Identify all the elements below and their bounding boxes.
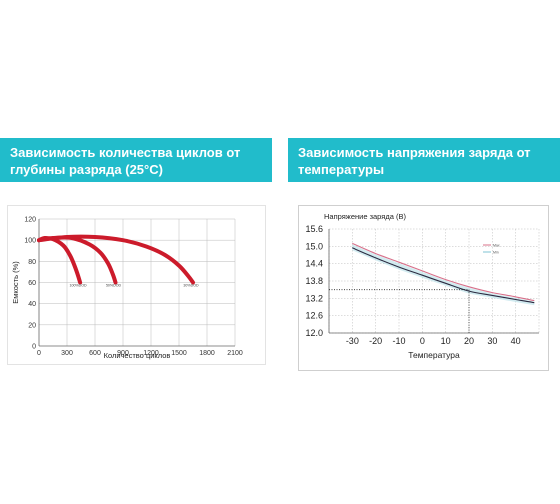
x-tick-label: 0 — [420, 336, 425, 346]
y-tick-label: 13.8 — [305, 276, 323, 286]
x-tick-label: 0 — [37, 350, 41, 357]
cycles-chart-header: Зависимость количества циклов от глубины… — [0, 138, 272, 182]
legend-label-max: Max — [493, 244, 500, 248]
x-tick-label: 1500 — [171, 350, 187, 357]
dod-curve-2 — [37, 234, 195, 285]
y-tick-label: 60 — [28, 280, 36, 287]
voltage-chart-inner-title: Напряжение заряда (В) — [324, 212, 406, 221]
x-tick-label: 2100 — [227, 350, 243, 357]
cycles-chart-panel: 0 300 600 900 1200 1500 1800 2100 0 20 40 60 80 100 12… — [7, 205, 266, 365]
x-tick-label: 600 — [89, 350, 101, 357]
y-tick-label: 0 — [32, 344, 36, 351]
y-tick-label: 14.4 — [305, 259, 323, 269]
y-axis-title: Емкость (%) — [11, 261, 20, 304]
x-tick-label: 900 — [117, 350, 129, 357]
y-tick-label: 20 — [28, 322, 36, 329]
y-tick-label: 40 — [28, 301, 36, 308]
x-tick-label: -20 — [369, 336, 382, 346]
voltage-chart-title: Зависимость напряжения заряда от темпера… — [298, 145, 531, 177]
x-tick-label: 300 — [61, 350, 73, 357]
x-tick-label: 20 — [464, 336, 474, 346]
dod-curve-0 — [37, 235, 83, 285]
x-tick-label: 1200 — [143, 350, 159, 357]
voltage-chart-panel: Напряжение заряда (В) 15.6 15.0 14.4 13.8 13.… — [298, 205, 549, 371]
y-tick-label: 100 — [24, 238, 36, 245]
x-tick-label: -30 — [346, 336, 359, 346]
voltage-chart: Напряжение заряда (В)15.6 15.0 14.4 13.8 13.… — [305, 212, 540, 360]
dod-curve-label: 50%DOD — [106, 284, 122, 288]
x-tick-label: 30 — [487, 336, 497, 346]
x-tick-label: 10 — [441, 336, 451, 346]
voltage-tolerance-band — [352, 244, 535, 306]
dod-curve-label: 30%DOD — [183, 284, 199, 288]
x-tick-label: 40 — [511, 336, 521, 346]
voltage-max-line — [352, 242, 535, 302]
cycles-chart: 0 300 600 900 1200 1500 1800 2100 0 20 40 60 80 100 12… — [11, 217, 243, 361]
legend-label-min: Min — [493, 251, 499, 255]
y-tick-label: 80 — [28, 259, 36, 266]
voltage-min-line — [352, 247, 535, 304]
y-tick-label: 15.6 — [305, 224, 323, 234]
y-tick-label: 12.6 — [305, 311, 323, 321]
x-axis-title: Температура — [408, 350, 460, 360]
y-tick-label: 15.0 — [305, 241, 323, 251]
voltage-chart-header: Зависимость напряжения заряда от темпера… — [288, 138, 560, 182]
cycles-chart-title: Зависимость количества циклов от глубины… — [10, 145, 241, 177]
y-tick-label: 12.0 — [305, 328, 323, 338]
y-tick-label: 120 — [24, 217, 36, 224]
x-axis-title: Количество циклов — [104, 351, 171, 360]
dod-curve-label: 100%DOD — [69, 284, 87, 288]
x-tick-label: 1800 — [199, 350, 215, 357]
x-tick-label: -10 — [392, 336, 405, 346]
y-tick-label: 13.2 — [305, 293, 323, 303]
